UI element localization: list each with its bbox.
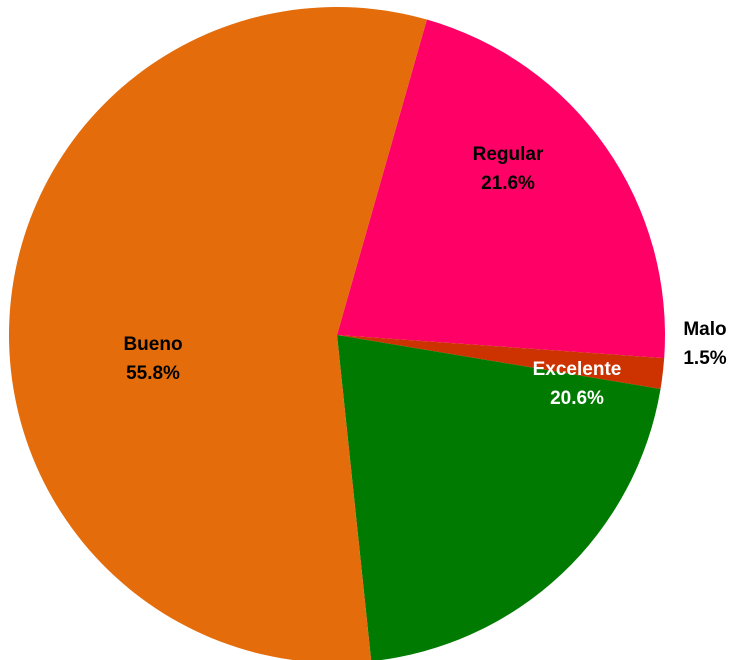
slice-label: Excelente <box>533 359 622 380</box>
slice-label: Bueno <box>123 334 182 355</box>
pie-slice <box>337 335 661 660</box>
slice-value-label: 1.5% <box>683 348 726 369</box>
slice-label: Malo <box>683 319 726 340</box>
pie-slice <box>337 335 665 390</box>
slice-value-label: 20.6% <box>550 388 604 409</box>
pie-slice <box>9 7 427 660</box>
slice-value-label: 21.6% <box>481 173 535 194</box>
slice-label: Regular <box>473 144 544 165</box>
slice-value-label: 55.8% <box>126 363 180 384</box>
pie-slice <box>337 19 665 359</box>
